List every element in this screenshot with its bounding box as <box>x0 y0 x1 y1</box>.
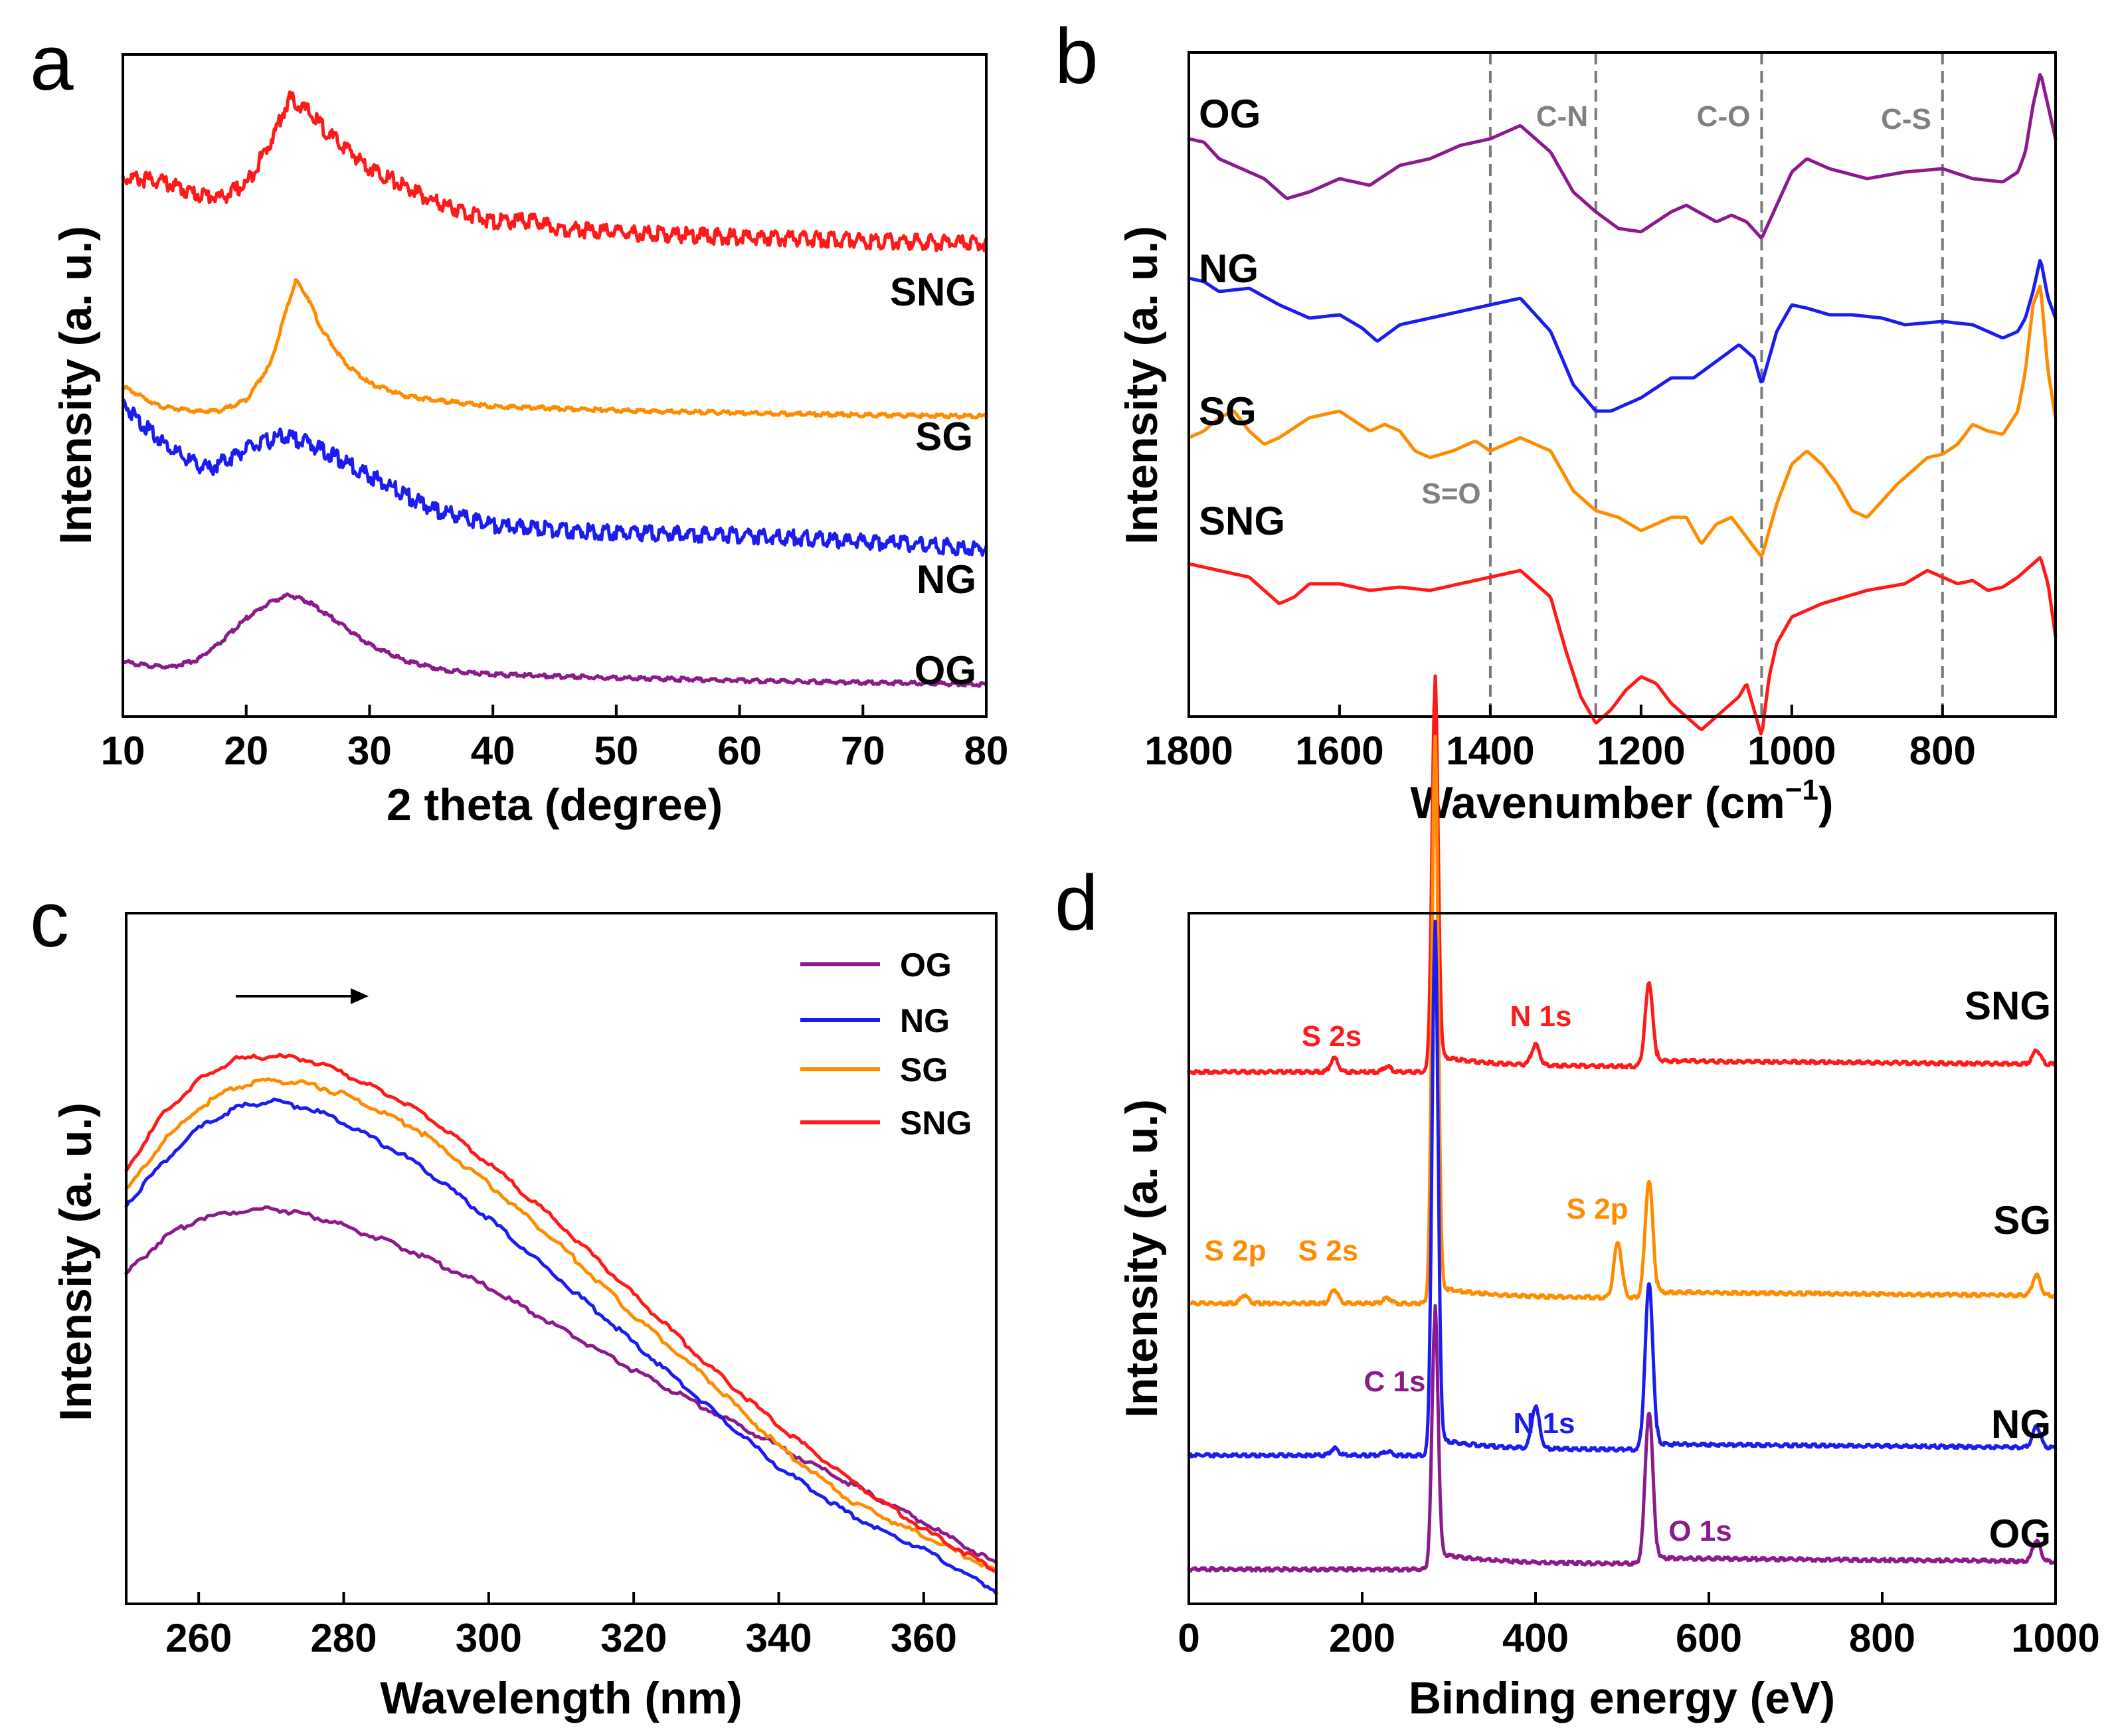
series-label-sg-d: SG <box>1993 1198 2051 1243</box>
x-tick-label: 0 <box>1178 1616 1199 1660</box>
curve-og-b <box>1187 73 2058 240</box>
x-tick-label: 50 <box>594 729 638 773</box>
legend-c: OG NG SG SNG <box>800 946 972 1142</box>
x-axis-title-b-sup: −1 <box>1785 774 1818 806</box>
legend-label-sng: SNG <box>900 1104 972 1142</box>
x-tick-label: 800 <box>1849 1616 1915 1660</box>
series-label-sg-b: SG <box>1199 389 1257 434</box>
curve-ng-d <box>1187 919 2058 1459</box>
annot-s-o: S=O <box>1421 477 1480 510</box>
x-tick-label: 260 <box>165 1616 232 1660</box>
curve-sg-a <box>121 278 988 420</box>
x-tick-label: 200 <box>1329 1616 1395 1660</box>
curve-sng-c <box>124 1053 998 1574</box>
panel-c: c 260 280 300 320 340 360 Wavelength (nm) Int… <box>30 876 998 1723</box>
x-axis-title-b: Wavenumber (cm−1) <box>1410 774 1833 828</box>
x-tick-label: 320 <box>600 1616 667 1660</box>
series-label-sng-a: SNG <box>890 270 976 314</box>
series-label-og-a: OG <box>915 648 976 693</box>
curve-sg-c <box>124 1077 998 1571</box>
series-label-sng-d: SNG <box>1965 984 2051 1028</box>
peak-label-sg-s2p-left: S 2p <box>1205 1235 1267 1267</box>
peak-label-sng-s2s: S 2s <box>1302 1020 1362 1053</box>
x-tick-label: 70 <box>841 729 885 773</box>
x-tick-label: 30 <box>347 729 392 773</box>
x-axis-title-d: Binding energy (eV) <box>1409 1673 1835 1723</box>
panel-b: b 1800 1600 1400 1200 1000 800 Wavenumber (cm… <box>1055 13 2058 828</box>
legend-label-og: OG <box>900 946 952 984</box>
x-tick-label: 280 <box>310 1616 377 1660</box>
curve-sg-b <box>1187 284 2058 558</box>
x-tick-label: 360 <box>891 1616 957 1660</box>
peak-label-sg-s2s: S 2s <box>1298 1235 1359 1267</box>
peak-label-c1s: C 1s <box>1364 1365 1426 1398</box>
x-tick-label: 1000 <box>2011 1616 2099 1660</box>
legend-label-ng: NG <box>900 1002 950 1039</box>
series-label-ng-d: NG <box>1991 1402 2051 1446</box>
annot-c-n: C-N <box>1536 100 1588 133</box>
peak-label-ng-n1s: N 1s <box>1514 1407 1575 1440</box>
x-tick-label: 80 <box>964 729 1009 773</box>
x-tick-label: 60 <box>717 729 762 773</box>
panel-label-d: d <box>1055 859 1099 947</box>
peak-label-o1s: O 1s <box>1668 1515 1731 1547</box>
series-label-sg-a: SG <box>915 414 973 459</box>
annot-c-s: C-S <box>1881 103 1931 135</box>
curve-sng-d <box>1187 674 2058 1076</box>
x-tick-label: 1600 <box>1295 729 1383 773</box>
x-tick-label: 1200 <box>1597 729 1685 773</box>
curve-sng-a <box>121 90 988 252</box>
curve-ng-c <box>124 1097 998 1595</box>
panel-d: d 0 200 400 600 800 1000 Binding energy (eV) … <box>1055 674 2100 1723</box>
x-tick-label: 20 <box>224 729 268 773</box>
panel-label-a: a <box>30 19 74 107</box>
y-axis-title-a: Intensity (a. u.) <box>50 226 101 545</box>
y-axis-title-c: Intensity (a. u.) <box>50 1102 101 1421</box>
x-tick-label: 340 <box>745 1616 812 1660</box>
series-label-ng-a: NG <box>917 557 976 602</box>
x-tick-label: 1000 <box>1747 729 1836 773</box>
panel-a: a 10 20 30 40 50 60 70 80 2 theta (degree) Inte… <box>30 19 1008 830</box>
peak-label-sng-n1s: N 1s <box>1510 1000 1572 1033</box>
x-tick-label: 600 <box>1676 1616 1742 1660</box>
y-axis-title-d: Intensity (a. u.) <box>1116 1099 1167 1418</box>
x-tick-label: 300 <box>456 1616 522 1660</box>
x-axis-title-a: 2 theta (degree) <box>387 780 723 830</box>
x-tick-label: 800 <box>1909 729 1976 773</box>
series-label-ng-b: NG <box>1199 246 1259 291</box>
x-tick-label: 1800 <box>1144 729 1233 773</box>
x-tick-label: 10 <box>101 729 145 773</box>
plot-frame-a <box>122 53 988 718</box>
panel-label-c: c <box>30 876 69 964</box>
curve-ng-b <box>1187 259 2058 413</box>
shift-arrow-head <box>351 988 369 1004</box>
x-axis-title-b-end: ) <box>1818 778 1834 828</box>
panel-label-b: b <box>1055 13 1099 100</box>
series-label-sng-b: SNG <box>1199 499 1285 543</box>
curve-sng-b <box>1187 556 2058 736</box>
x-tick-label: 40 <box>471 729 515 773</box>
annot-c-o: C-O <box>1697 100 1751 133</box>
curve-sg-d <box>1187 735 2058 1307</box>
legend-label-sg: SG <box>900 1051 948 1088</box>
series-label-og-d: OG <box>1989 1512 2051 1556</box>
curve-ng-a <box>121 398 988 557</box>
curve-og-c <box>124 1205 998 1565</box>
curve-og-a <box>121 592 988 688</box>
x-tick-label: 400 <box>1502 1616 1569 1660</box>
plot-frame-b <box>1188 51 2057 718</box>
plot-frame-d <box>1188 912 2057 1605</box>
curve-og-d <box>1187 1304 2058 1573</box>
peak-label-sg-s2p: S 2p <box>1567 1193 1629 1225</box>
plot-frame-c <box>125 912 998 1605</box>
x-tick-label: 1400 <box>1446 729 1534 773</box>
x-axis-title-c: Wavelength (nm) <box>380 1673 742 1723</box>
series-label-og-b: OG <box>1199 92 1261 136</box>
y-axis-title-b: Intensity (a. u.) <box>1116 226 1167 545</box>
x-axis-title-b-main: Wavenumber (cm <box>1410 778 1785 828</box>
